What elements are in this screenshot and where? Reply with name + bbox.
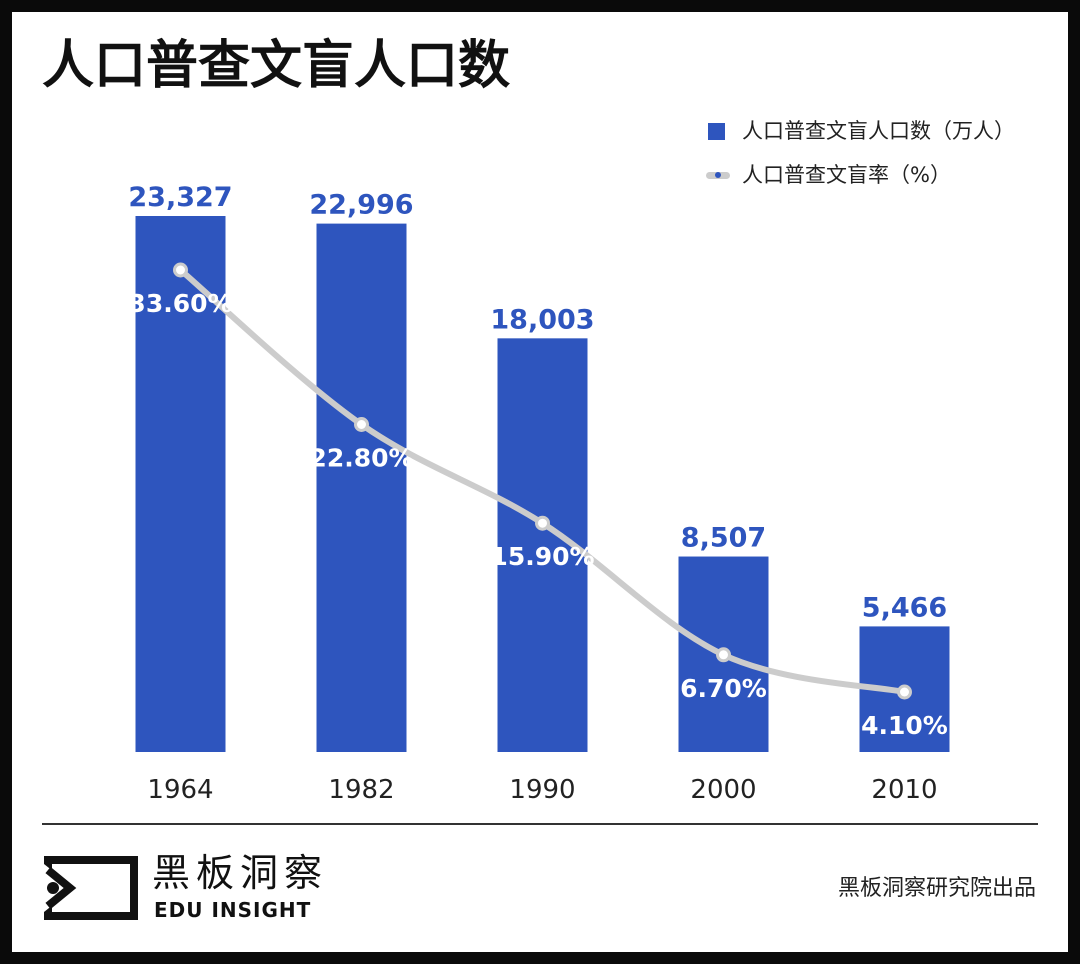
bar-value-label: 23,327 (128, 182, 232, 213)
bar-1982 (316, 223, 407, 753)
bar-value-label: 18,003 (490, 304, 594, 335)
rate-value-label: 15.90% (490, 542, 594, 571)
x-tick-label: 1964 (147, 775, 213, 805)
x-tick-label: 1982 (328, 775, 394, 805)
chart-title: 人口普查文盲人口数 (42, 36, 511, 96)
bar-value-label: 8,507 (681, 523, 766, 554)
legend-line-label: 人口普查文盲率（%） (742, 163, 951, 187)
legend-bar-label: 人口普查文盲人口数（万人） (742, 119, 1015, 143)
bar-value-label: 5,466 (862, 592, 947, 623)
rate-marker-2010 (897, 684, 912, 700)
x-tick-label: 2000 (690, 775, 756, 805)
rate-value-label: 33.60% (128, 289, 232, 318)
legend-bar-swatch (708, 123, 725, 140)
rate-marker-2000 (716, 647, 731, 663)
brand-name-en: EDU INSIGHT (154, 898, 312, 922)
rate-marker-1982 (354, 416, 369, 432)
legend-line-dot (715, 172, 721, 178)
rate-marker-1990 (535, 515, 550, 531)
bar-value-label: 22,996 (309, 190, 413, 221)
rate-value-label: 6.70% (680, 674, 767, 703)
brand-name-cn: 黑板洞察 (152, 851, 329, 895)
rate-value-label: 22.80% (309, 443, 413, 472)
x-tick-label: 2010 (871, 775, 937, 805)
bar-1964 (135, 216, 226, 752)
footer-divider (42, 823, 1038, 825)
x-tick-label: 1990 (509, 775, 575, 805)
eye-frame-icon (44, 856, 138, 920)
rate-marker-1964 (173, 262, 188, 278)
rate-value-label: 4.10% (861, 711, 948, 740)
credit-text: 黑板洞察研究院出品 (837, 876, 1036, 901)
